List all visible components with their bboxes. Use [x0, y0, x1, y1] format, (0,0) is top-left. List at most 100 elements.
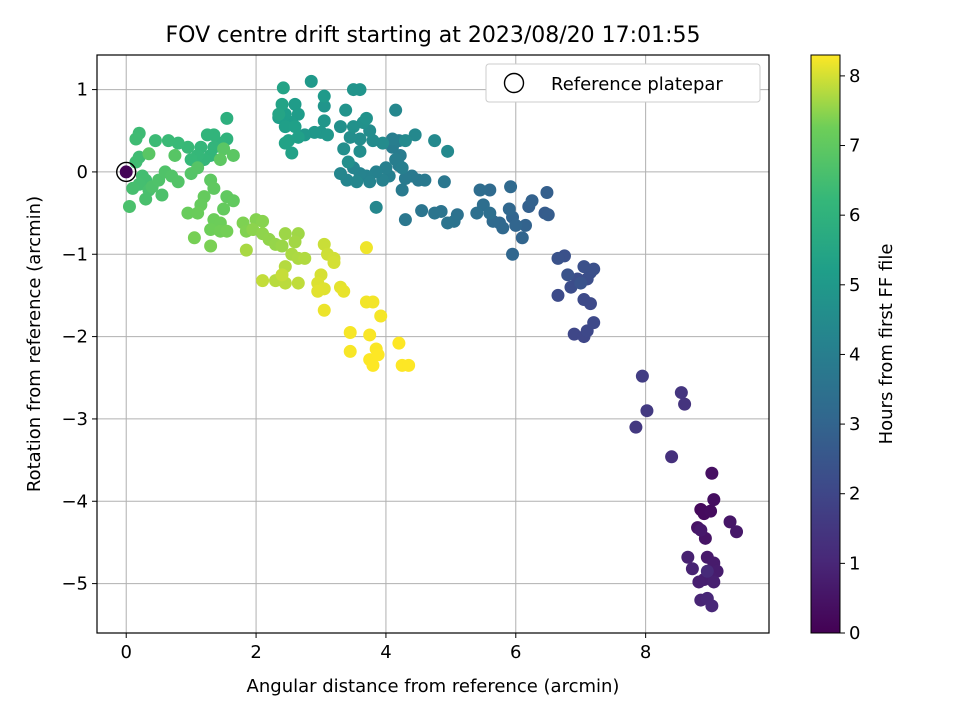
data-point: [705, 466, 719, 480]
x-tick-label: 4: [380, 642, 391, 663]
data-point: [415, 204, 429, 218]
y-axis-label: Rotation from reference (arcmin): [24, 196, 45, 492]
data-point: [398, 134, 412, 148]
data-point: [171, 136, 185, 150]
x-axis-label: Angular distance from reference (arcmin): [247, 676, 620, 697]
data-point: [171, 175, 185, 189]
data-point: [288, 235, 302, 249]
data-point: [285, 146, 299, 160]
data-point: [441, 144, 455, 158]
data-point: [343, 325, 357, 339]
y-tick-label: 0: [77, 162, 88, 183]
data-point: [587, 316, 601, 330]
data-point: [379, 161, 393, 175]
data-point: [561, 268, 575, 282]
data-point: [692, 575, 706, 589]
data-point: [366, 295, 380, 309]
colorbar: 0 1 2 3 4 5 6 7 8 Hours from first FF file: [810, 54, 897, 644]
y-tick-label: −5: [61, 574, 88, 595]
data-point: [333, 120, 347, 134]
data-point: [275, 239, 289, 253]
x-tick-label: 0: [120, 642, 131, 663]
colorbar-tick-label: 1: [849, 553, 860, 574]
data-point: [681, 550, 695, 564]
data-point: [256, 214, 270, 228]
data-point: [142, 147, 156, 161]
data-point: [275, 268, 289, 282]
data-point: [288, 97, 302, 111]
reference-marker: [116, 161, 137, 183]
data-point: [226, 194, 240, 208]
data-point: [341, 155, 355, 169]
data-point: [204, 239, 218, 253]
data-point: [126, 181, 140, 195]
scatter-points: [119, 74, 744, 613]
data-point: [317, 89, 331, 103]
data-point: [574, 276, 588, 290]
data-point: [278, 136, 292, 150]
data-point: [311, 284, 325, 298]
data-point: [700, 564, 714, 578]
colorbar-gradient: [810, 54, 841, 634]
data-point: [470, 206, 484, 220]
data-point: [317, 237, 331, 251]
data-point: [723, 515, 737, 529]
data-point: [428, 134, 442, 148]
colorbar-tick-label: 0: [849, 623, 860, 644]
data-point: [291, 276, 305, 290]
legend-box: [485, 63, 761, 103]
data-point: [428, 206, 442, 220]
colorbar-tick-label: 5: [849, 275, 860, 296]
data-point: [304, 74, 318, 88]
data-point: [509, 218, 523, 232]
data-point: [567, 327, 581, 341]
data-point: [168, 148, 182, 162]
data-point: [339, 103, 353, 117]
data-point: [139, 192, 153, 206]
data-point: [525, 194, 539, 208]
data-point: [217, 142, 231, 156]
colorbar-tick-label: 2: [849, 484, 860, 505]
data-point: [320, 128, 334, 142]
data-point: [496, 221, 510, 235]
data-point: [220, 224, 234, 238]
data-point: [437, 175, 451, 189]
data-point: [551, 288, 565, 302]
grid-lines: [97, 55, 769, 633]
data-point: [519, 218, 533, 232]
data-point: [707, 493, 721, 507]
data-point: [551, 251, 565, 265]
data-point: [640, 404, 654, 418]
data-point: [371, 348, 385, 362]
data-point: [541, 208, 555, 222]
data-point: [540, 186, 554, 200]
data-point: [366, 358, 380, 372]
data-point: [502, 202, 516, 216]
data-point: [317, 114, 331, 128]
legend-marker-icon: [503, 72, 525, 94]
data-point: [483, 206, 497, 220]
colorbar-label: Hours from first FF file: [876, 244, 897, 445]
data-point: [353, 83, 367, 97]
data-point: [148, 134, 162, 148]
y-tick-label: −1: [61, 244, 88, 265]
data-point: [441, 216, 455, 230]
data-point: [187, 231, 201, 245]
data-point: [317, 99, 331, 113]
data-point: [122, 199, 136, 213]
colorbar-tick-label: 8: [849, 66, 860, 87]
data-point: [385, 132, 399, 146]
data-point: [333, 167, 347, 181]
legend: Reference platepar: [485, 63, 761, 103]
data-point: [346, 120, 360, 134]
data-point: [129, 132, 143, 146]
data-point: [418, 173, 432, 187]
data-point: [278, 227, 292, 241]
data-point: [635, 369, 649, 383]
data-point: [337, 142, 351, 156]
x-axis-ticks: 0 2 4 6 8: [120, 633, 651, 663]
data-point: [359, 241, 373, 255]
data-point: [239, 243, 253, 257]
data-point: [685, 562, 699, 576]
data-point: [275, 97, 289, 111]
